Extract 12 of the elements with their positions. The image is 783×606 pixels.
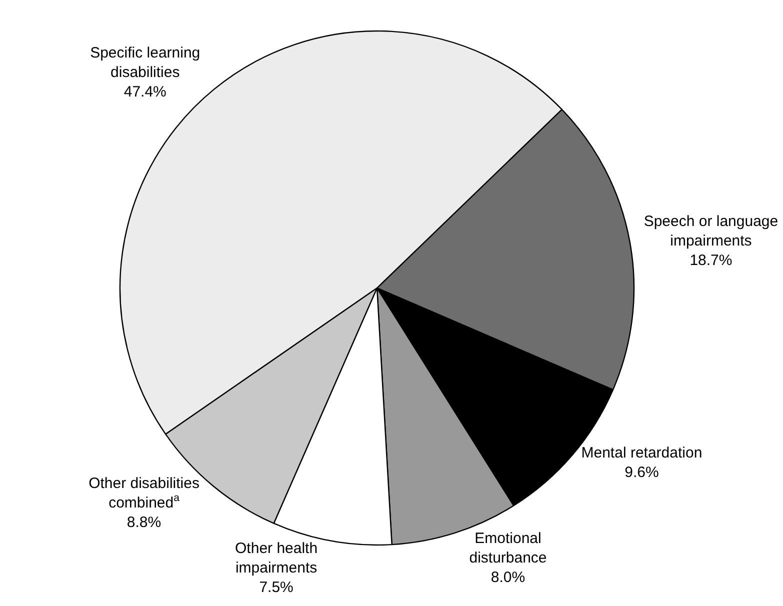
data-label: 8.8% bbox=[126, 514, 162, 531]
data-label: 8.0% bbox=[490, 569, 526, 586]
data-label: 9.6% bbox=[624, 464, 659, 482]
data-label: 18.7% bbox=[690, 252, 732, 269]
slice-label: Specific learning disabilities bbox=[90, 44, 200, 81]
slice-label: Emotional disturbance bbox=[469, 530, 547, 567]
slice-label: Speech or language impairments bbox=[644, 212, 778, 250]
slice-label: Other disabilities combined$^{a}$ bbox=[88, 474, 200, 512]
slice-label: Mental retardation bbox=[581, 444, 702, 462]
data-label: 7.5% bbox=[259, 579, 294, 596]
slice-label: Other health impairments bbox=[235, 540, 318, 577]
data-label: 47.4% bbox=[124, 83, 166, 100]
